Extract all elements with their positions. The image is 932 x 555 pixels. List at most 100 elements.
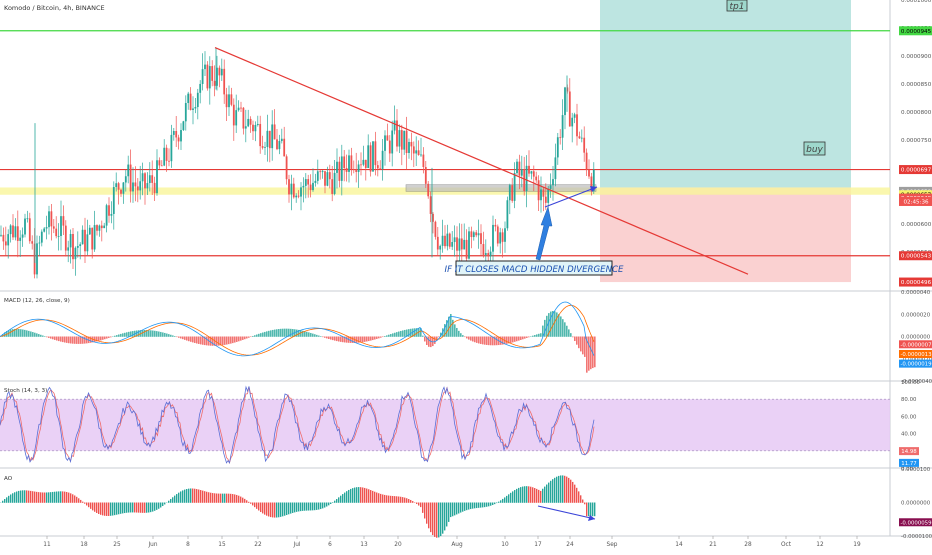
ao-bar — [222, 494, 223, 503]
candle-body — [7, 234, 9, 245]
price-tick-label: 0.0000900 — [901, 54, 932, 60]
macd-histogram-bar — [180, 337, 182, 339]
ao-bar — [320, 503, 321, 510]
macd-histogram-bar — [554, 311, 556, 336]
candle-body — [442, 236, 444, 246]
macd-histogram-bar — [276, 329, 278, 337]
ao-bar — [332, 502, 333, 503]
ao-bar — [260, 503, 261, 513]
candle-body — [588, 170, 590, 177]
macd-histogram-bar — [30, 331, 32, 336]
ao-bar — [304, 503, 305, 511]
candle-body — [197, 93, 199, 107]
macd-histogram-bar — [104, 337, 106, 340]
ao-bar — [98, 503, 99, 514]
candle-body — [473, 232, 475, 237]
target-zone[interactable] — [600, 0, 851, 187]
ao-bar — [152, 503, 153, 512]
macd-histogram-bar — [234, 337, 236, 343]
candle-body — [106, 205, 108, 225]
candle-body — [545, 197, 547, 203]
candle-body — [48, 211, 50, 227]
ao-bar — [286, 503, 287, 516]
ao-bar — [142, 503, 143, 513]
macd-histogram-bar — [520, 337, 522, 340]
ao-bar — [270, 503, 271, 518]
ao-bar — [194, 489, 195, 503]
buy-label: buy — [806, 145, 823, 155]
macd-histogram-bar — [512, 337, 514, 343]
ao-bar — [478, 503, 479, 508]
candle-body — [125, 176, 127, 182]
ao-bar — [514, 490, 515, 503]
ao-bar — [6, 497, 7, 502]
ao-bar — [420, 503, 421, 508]
ao-bar — [480, 503, 481, 508]
candle-body — [84, 230, 86, 251]
price-tick-label: 0.0001000 — [901, 0, 932, 4]
ao-bar — [128, 503, 129, 513]
macd-histogram-bar — [262, 333, 264, 337]
macd-histogram-bar — [316, 335, 318, 337]
candle-body — [550, 185, 552, 189]
candle-body — [65, 226, 67, 251]
macd-histogram-bar — [404, 330, 406, 337]
time-tick-label: Aug — [451, 542, 463, 548]
candle-body — [367, 145, 369, 168]
macd-histogram-bar — [194, 337, 196, 343]
ao-bar — [146, 503, 147, 513]
time-tick-label: 13 — [360, 542, 368, 548]
candle-body — [144, 173, 146, 188]
candle-body — [447, 234, 449, 247]
macd-histogram-bar — [22, 330, 24, 337]
ao-bar — [62, 491, 63, 502]
price-badge-label: 0.0000945 — [901, 29, 932, 35]
stop-zone[interactable] — [600, 187, 851, 282]
ao-bar — [14, 492, 15, 503]
range-box[interactable] — [406, 185, 596, 192]
ao-bar — [588, 503, 589, 517]
candle-body — [262, 146, 264, 148]
ao-bar — [130, 503, 131, 513]
macd-histogram-bar — [240, 337, 242, 341]
macd-histogram-bar — [124, 333, 126, 337]
ao-bar — [424, 503, 425, 519]
ao-bar — [450, 503, 451, 518]
time-tick-label: 21 — [709, 542, 717, 548]
ao-bar — [138, 503, 139, 513]
ao-bar — [94, 503, 95, 512]
ao-bar — [436, 503, 437, 538]
ao-bar — [378, 493, 379, 503]
candle-body — [24, 219, 26, 235]
macd-histogram-bar — [402, 330, 404, 336]
ao-bar — [56, 492, 57, 503]
candle-body — [547, 189, 549, 203]
macd-histogram-bar — [62, 337, 64, 343]
macd-histogram-bar — [458, 331, 460, 337]
candle-body — [411, 142, 413, 146]
macd-histogram-bar — [568, 329, 570, 336]
macd-histogram-bar — [50, 337, 52, 339]
macd-histogram-bar — [414, 328, 416, 337]
macd-histogram-bar — [340, 337, 342, 342]
candle-body — [538, 180, 540, 200]
macd-histogram-bar — [456, 328, 458, 337]
macd-histogram-bar — [270, 330, 272, 336]
ao-bar — [2, 501, 3, 503]
ao-bar — [560, 475, 561, 502]
candle-body — [312, 183, 314, 190]
macd-histogram-bar — [74, 337, 76, 344]
macd-histogram-bar — [324, 337, 326, 338]
macd-histogram-bar — [70, 337, 72, 344]
candle-body — [557, 137, 559, 157]
ao-bar — [112, 503, 113, 516]
macd-histogram-bar — [338, 337, 340, 342]
macd-histogram-bar — [128, 332, 130, 337]
candle-body — [207, 65, 209, 89]
ao-bar — [404, 498, 405, 503]
macd-histogram-bar — [538, 334, 540, 337]
candle-body — [288, 179, 290, 194]
candle-body — [574, 114, 576, 117]
